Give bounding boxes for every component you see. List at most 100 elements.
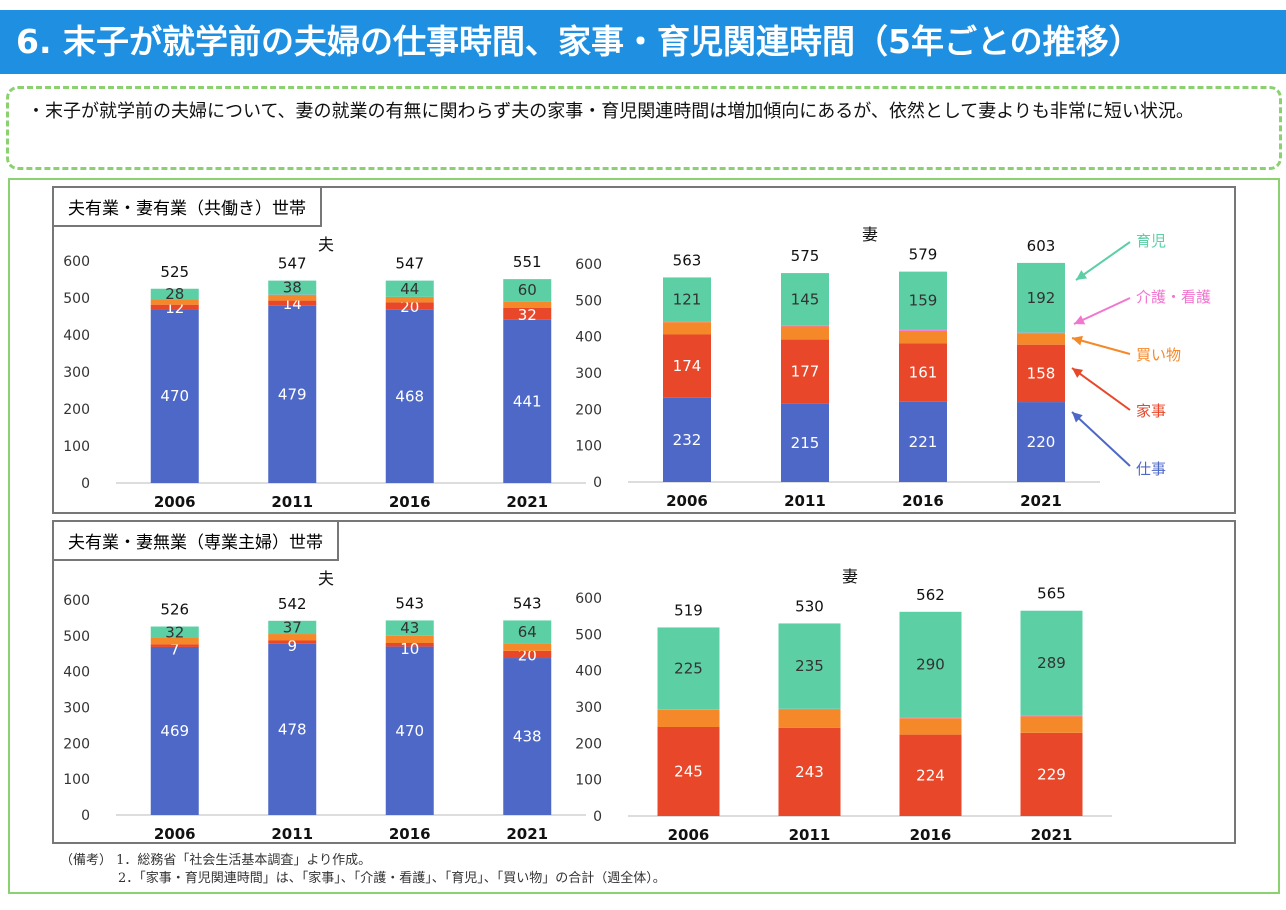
data-label-work: 470 bbox=[160, 387, 189, 405]
category-label: 2011 bbox=[784, 492, 826, 510]
total-label: 547 bbox=[278, 255, 307, 273]
y-tick-label: 0 bbox=[593, 475, 602, 491]
bar-segment-work bbox=[781, 403, 829, 482]
section-label: 夫有業・妻無業（専業主婦）世帯 bbox=[52, 520, 339, 561]
bar-segment-childcare bbox=[150, 288, 199, 300]
chart-husband-single: 0 100 200 300 400 500 600 夫 469 732 526 2006 478 937 5… bbox=[63, 569, 586, 843]
bar-segment-shopping bbox=[150, 637, 199, 645]
bar-segment-housework bbox=[778, 727, 841, 816]
bar-segment-work bbox=[150, 309, 199, 483]
total-label: 565 bbox=[1037, 585, 1066, 603]
bar-segment-housework bbox=[503, 307, 552, 320]
y-tick-label: 400 bbox=[63, 328, 90, 344]
data-label-housework: 7 bbox=[170, 641, 180, 659]
data-label-work: 221 bbox=[909, 433, 938, 451]
category-label: 2016 bbox=[910, 826, 952, 844]
bar-segment-care bbox=[781, 325, 829, 327]
total-label: 543 bbox=[513, 594, 542, 612]
legend-arrowhead-care bbox=[1074, 315, 1086, 325]
data-label-childcare: 32 bbox=[165, 623, 184, 641]
total-label: 543 bbox=[395, 594, 424, 612]
total-label: 547 bbox=[395, 255, 424, 273]
category-label: 2016 bbox=[389, 825, 431, 843]
page-title: 6. 末子が就学前の夫婦の仕事時間、家事・育児関連時間（5年ごとの推移） bbox=[0, 10, 1286, 74]
bar-segment-care bbox=[899, 329, 947, 331]
note-1: （備考） 1．総務省「社会生活基本調査」より作成。 bbox=[60, 853, 372, 868]
y-tick-label: 500 bbox=[575, 627, 602, 643]
data-label-childcare: 159 bbox=[909, 292, 938, 310]
category-label: 2011 bbox=[271, 825, 313, 843]
y-tick-label: 300 bbox=[63, 701, 90, 717]
y-tick-label: 300 bbox=[63, 365, 90, 381]
bar-segment-childcare bbox=[268, 280, 317, 295]
bar-segment-housework bbox=[1020, 732, 1083, 816]
y-tick-label: 600 bbox=[63, 254, 90, 270]
data-label-work: 232 bbox=[673, 431, 702, 449]
legend-label-childcare: 育児 bbox=[1136, 232, 1166, 250]
bar-segment-shopping bbox=[268, 634, 317, 641]
y-tick-label: 500 bbox=[575, 293, 602, 309]
main-panel bbox=[8, 178, 1280, 894]
data-label-childcare: 290 bbox=[916, 655, 945, 673]
data-label-work: 468 bbox=[395, 387, 424, 405]
data-label-work: 441 bbox=[513, 392, 542, 410]
data-label-housework: 32 bbox=[518, 306, 537, 324]
summary-box: ・末子が就学前の夫婦について、妻の就業の有無に関わらず夫の家事・育児関連時間は増… bbox=[6, 86, 1282, 170]
bar-segment-housework bbox=[150, 644, 199, 647]
bar-segment-care bbox=[268, 294, 317, 296]
data-label-housework: 20 bbox=[518, 646, 537, 664]
bar-segment-shopping bbox=[150, 299, 199, 305]
y-tick-label: 500 bbox=[63, 629, 90, 645]
data-label-housework: 158 bbox=[1027, 364, 1056, 382]
category-label: 2021 bbox=[506, 825, 548, 843]
data-label-childcare: 145 bbox=[791, 290, 820, 308]
total-label: 551 bbox=[513, 253, 542, 271]
y-tick-label: 300 bbox=[575, 366, 602, 382]
bar-segment-childcare bbox=[1017, 262, 1065, 333]
data-label-housework: 243 bbox=[795, 763, 824, 781]
bar-segment-shopping bbox=[781, 326, 829, 340]
bar-segment-work bbox=[663, 397, 711, 482]
data-label-housework: 229 bbox=[1037, 765, 1066, 783]
y-tick-label: 0 bbox=[593, 809, 602, 825]
bar-segment-work bbox=[385, 309, 434, 483]
bar-segment-care bbox=[899, 717, 962, 719]
note-2: 2．「家事・育児関連時間」は、「家事」、「介護・看護」、「育児」、「買い物」の合… bbox=[118, 871, 666, 886]
category-label: 2021 bbox=[1031, 826, 1073, 844]
bar-segment-housework bbox=[899, 343, 947, 402]
total-label: 562 bbox=[916, 586, 945, 604]
notes: （備考） 1．総務省「社会生活基本調査」より作成。 2．「家事・育児関連時間」は… bbox=[60, 852, 1260, 888]
bar-segment-childcare bbox=[268, 620, 317, 635]
category-label: 2011 bbox=[789, 826, 831, 844]
total-label: 563 bbox=[673, 251, 702, 269]
data-label-housework: 177 bbox=[791, 363, 820, 381]
category-label: 2006 bbox=[668, 826, 710, 844]
data-label-work: 215 bbox=[791, 434, 820, 452]
category-label: 2016 bbox=[902, 492, 944, 510]
bar-segment-housework bbox=[663, 334, 711, 398]
total-label: 579 bbox=[909, 246, 938, 264]
category-label: 2016 bbox=[389, 493, 431, 511]
y-tick-label: 400 bbox=[63, 665, 90, 681]
bar-segment-shopping bbox=[1020, 716, 1083, 733]
bar-segment-housework bbox=[503, 650, 552, 659]
y-tick-label: 200 bbox=[63, 402, 90, 418]
bar-segment-shopping bbox=[268, 295, 317, 301]
data-label-childcare: 60 bbox=[518, 281, 537, 299]
bar-segment-work bbox=[503, 319, 552, 483]
bar-segment-work bbox=[385, 646, 434, 815]
data-label-housework: 10 bbox=[400, 640, 419, 658]
bar-segment-shopping bbox=[778, 709, 841, 728]
legend-label-shopping: 買い物 bbox=[1136, 346, 1181, 364]
y-tick-label: 500 bbox=[63, 291, 90, 307]
bar-segment-housework bbox=[150, 304, 199, 310]
bar-segment-work bbox=[268, 305, 317, 483]
data-label-childcare: 64 bbox=[518, 623, 537, 641]
bar-segment-housework bbox=[781, 339, 829, 404]
legend-arrow-childcare bbox=[1075, 241, 1131, 281]
bar-segment-work bbox=[1017, 402, 1065, 482]
data-label-childcare: 289 bbox=[1037, 654, 1066, 672]
legend-label-care: 介護・看護 bbox=[1136, 288, 1211, 306]
total-label: 575 bbox=[791, 247, 820, 265]
